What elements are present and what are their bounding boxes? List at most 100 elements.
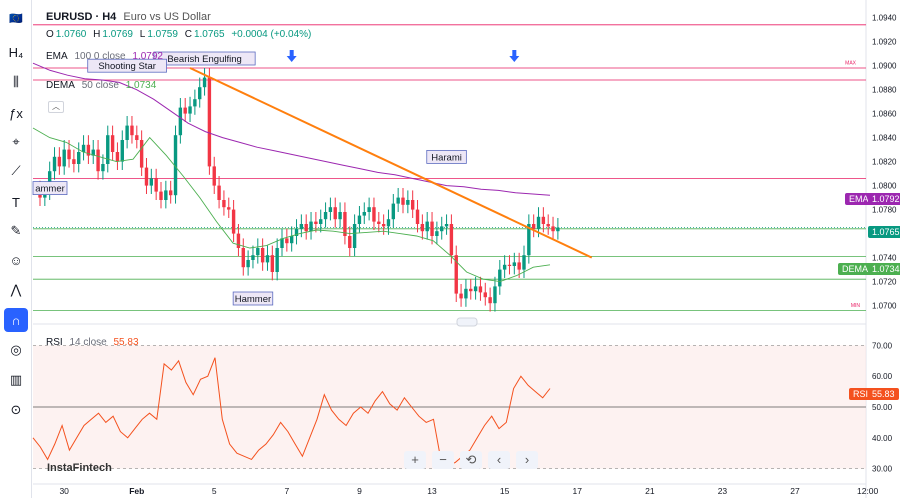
- signal-arrow-down-icon[interactable]: [286, 50, 297, 62]
- candle-body[interactable]: [115, 152, 120, 162]
- candle-body[interactable]: [270, 255, 275, 272]
- scroll-right-button[interactable]: ›: [516, 451, 538, 469]
- candle-body[interactable]: [377, 221, 381, 224]
- candle-body[interactable]: [493, 286, 497, 304]
- candle-body[interactable]: [164, 190, 168, 200]
- candle-body[interactable]: [396, 197, 400, 204]
- candle-body[interactable]: [57, 156, 62, 167]
- candle-body[interactable]: [96, 149, 100, 172]
- candle-body[interactable]: [430, 221, 434, 236]
- candle-body[interactable]: [120, 140, 124, 162]
- candle-body[interactable]: [469, 288, 473, 292]
- candle-body[interactable]: [106, 135, 110, 164]
- candle-body[interactable]: [478, 286, 483, 293]
- candle-body[interactable]: [338, 212, 342, 220]
- candle-body[interactable]: [440, 226, 444, 232]
- candle-body[interactable]: [154, 178, 158, 192]
- trendline-icon[interactable]: ⟋: [11, 163, 21, 178]
- candle-body[interactable]: [372, 207, 376, 222]
- candle-body[interactable]: [231, 209, 236, 234]
- candle-body[interactable]: [415, 209, 420, 224]
- candle-body[interactable]: [556, 227, 560, 232]
- candle-body[interactable]: [343, 212, 347, 236]
- eye-off-icon[interactable]: ◎: [10, 342, 22, 357]
- candle-body[interactable]: [507, 264, 512, 266]
- dema-legend[interactable]: DEMA 50 close 1.0734: [46, 80, 160, 91]
- brush-icon[interactable]: ✎: [10, 223, 22, 238]
- candle-body[interactable]: [512, 262, 517, 266]
- candle-body[interactable]: [67, 149, 71, 160]
- zoom-out-button[interactable]: −: [432, 451, 454, 469]
- pattern-label-box[interactable]: [32, 181, 68, 196]
- candle-body[interactable]: [401, 197, 405, 205]
- candle-body[interactable]: [435, 231, 439, 236]
- text-icon[interactable]: T: [12, 194, 20, 210]
- candle-body[interactable]: [381, 224, 386, 227]
- candle-body[interactable]: [77, 152, 81, 164]
- candle-body[interactable]: [362, 212, 366, 216]
- candle-body[interactable]: [531, 224, 536, 229]
- collapse-legend-button[interactable]: ︿: [48, 101, 64, 113]
- candle-body[interactable]: [391, 203, 396, 220]
- candle-body[interactable]: [425, 221, 429, 232]
- candle-body[interactable]: [483, 292, 487, 298]
- candle-body[interactable]: [217, 185, 221, 200]
- candle-body[interactable]: [333, 207, 337, 220]
- emoji-icon[interactable]: ☺: [9, 252, 23, 268]
- candle-body[interactable]: [304, 224, 308, 232]
- candle-body[interactable]: [454, 255, 458, 294]
- candle-body[interactable]: [130, 125, 134, 136]
- candle-body[interactable]: [260, 248, 265, 263]
- lock-icon[interactable]: ⊙: [10, 402, 22, 417]
- rsi-legend[interactable]: RSI 14 close 55.83: [46, 337, 143, 348]
- candle-body[interactable]: [502, 264, 507, 270]
- candle-body[interactable]: [294, 228, 299, 236]
- signal-arrow-down-icon[interactable]: [509, 50, 520, 62]
- candle-body[interactable]: [275, 248, 279, 272]
- candle-body[interactable]: [309, 221, 313, 232]
- ema-legend[interactable]: EMA 100 0 close 1.0792: [46, 51, 167, 62]
- ema-line[interactable]: [32, 62, 551, 196]
- candles-icon[interactable]: ⫼: [13, 74, 19, 89]
- candle-body[interactable]: [328, 207, 333, 212]
- trash-icon[interactable]: ▥: [9, 372, 23, 387]
- candle-body[interactable]: [202, 77, 207, 88]
- candle-body[interactable]: [551, 226, 555, 232]
- pattern-label-box[interactable]: [153, 51, 256, 66]
- candle-body[interactable]: [241, 248, 245, 268]
- candle-body[interactable]: [386, 219, 391, 227]
- candle-body[interactable]: [198, 87, 202, 100]
- candle-body[interactable]: [280, 238, 284, 248]
- candle-body[interactable]: [319, 219, 323, 224]
- pattern-label-box[interactable]: [232, 291, 274, 306]
- candle-body[interactable]: [72, 159, 76, 164]
- candle-body[interactable]: [459, 293, 463, 299]
- candle-body[interactable]: [178, 107, 183, 136]
- candle-body[interactable]: [449, 224, 454, 256]
- candle-body[interactable]: [159, 191, 163, 200]
- candle-body[interactable]: [236, 233, 241, 248]
- candle-body[interactable]: [81, 144, 86, 152]
- candle-body[interactable]: [256, 248, 260, 256]
- candle-body[interactable]: [86, 144, 91, 156]
- candle-body[interactable]: [488, 297, 492, 304]
- dema-line[interactable]: [32, 127, 551, 283]
- candle-body[interactable]: [367, 207, 371, 212]
- candle-body[interactable]: [110, 135, 115, 152]
- candle-body[interactable]: [444, 224, 449, 227]
- candle-body[interactable]: [52, 156, 57, 172]
- candle-body[interactable]: [546, 224, 550, 227]
- fx-icon[interactable]: ƒx: [9, 105, 23, 121]
- candle-body[interactable]: [246, 260, 250, 268]
- candle-body[interactable]: [299, 224, 304, 229]
- candle-body[interactable]: [227, 207, 231, 210]
- candle-body[interactable]: [144, 167, 149, 186]
- pattern-label-box[interactable]: [87, 58, 167, 73]
- magnet-icon[interactable]: ∩: [4, 308, 28, 332]
- candle-body[interactable]: [536, 216, 541, 229]
- candle-body[interactable]: [188, 106, 192, 114]
- scroll-left-button[interactable]: ‹: [488, 451, 510, 469]
- candle-body[interactable]: [207, 77, 212, 167]
- candle-body[interactable]: [135, 135, 139, 140]
- pane-resize-handle[interactable]: [456, 317, 478, 327]
